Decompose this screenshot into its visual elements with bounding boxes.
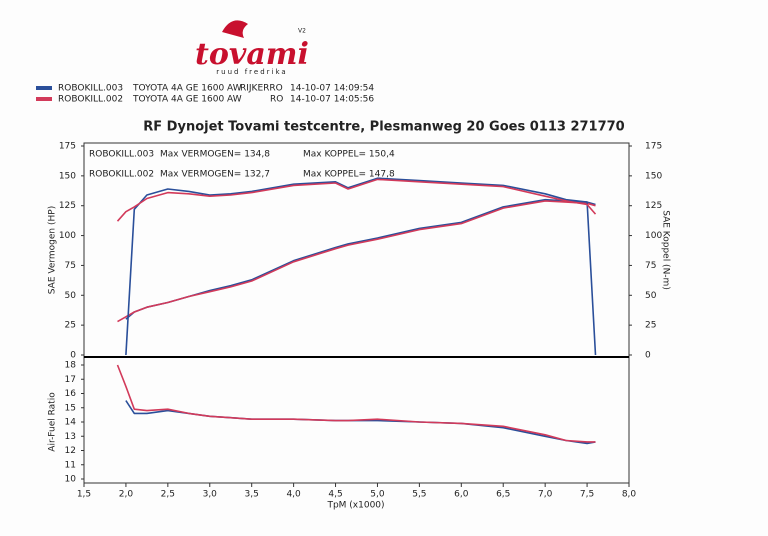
legend-date: 14-10-07 14:09:54 xyxy=(290,84,374,94)
annotation: Max KOPPEL= 147,8 xyxy=(303,170,395,180)
logo-rider xyxy=(222,20,248,38)
x-tick-label: 3,0 xyxy=(203,490,218,500)
logo-version: V2 xyxy=(298,28,306,35)
x-tick-label: 5,0 xyxy=(370,490,385,500)
x-tick-label: 4,5 xyxy=(328,490,342,500)
y-tick-label: 75 xyxy=(65,261,76,271)
y2-tick-label: 175 xyxy=(645,142,662,152)
series-line xyxy=(116,364,596,443)
legend-car: TOYOTA 4A GE 1600 AW xyxy=(132,84,242,94)
y-tick-label: 13 xyxy=(65,432,76,442)
y-tick-label: 0 xyxy=(70,351,76,361)
series-line xyxy=(116,178,597,222)
logo-sub: ruud fredrika xyxy=(216,68,287,76)
legend-car: TOYOTA 4A GE 1600 AW xyxy=(132,95,242,105)
x-tick-label: 2,0 xyxy=(119,490,134,500)
legend-driver: RO xyxy=(270,95,283,105)
series-line xyxy=(117,200,596,323)
y-tick-label: 25 xyxy=(65,321,76,331)
x-tick-label: 7,0 xyxy=(538,490,553,500)
x-tick-label: 8,0 xyxy=(622,490,637,500)
y-tick-label: 125 xyxy=(59,201,76,211)
y-tick-label: 15 xyxy=(65,403,76,413)
x-tick-label: 7,5 xyxy=(580,490,594,500)
legend-swatch xyxy=(36,97,52,101)
y2-tick-label: 150 xyxy=(645,171,662,181)
legend-date: 14-10-07 14:05:56 xyxy=(290,95,374,105)
y-tick-label: 11 xyxy=(65,460,76,470)
y-tick-label: 12 xyxy=(65,446,76,456)
annotation: Max KOPPEL= 150,4 xyxy=(303,150,395,160)
chart-title: RF Dynojet Tovami testcentre, Plesmanweg… xyxy=(143,120,624,135)
annotation: ROBOKILL.003 xyxy=(89,150,154,160)
legend-swatch xyxy=(36,86,52,90)
x-tick-label: 5,5 xyxy=(412,490,426,500)
y-tick-label: 14 xyxy=(65,418,77,428)
x-tick-label: 1,5 xyxy=(77,490,91,500)
y2-tick-label: 25 xyxy=(645,321,656,331)
y-tick-label: 17 xyxy=(65,375,76,385)
annotation: Max VERMOGEN= 134,8 xyxy=(160,150,270,160)
y2-tick-label: 50 xyxy=(645,291,657,301)
x-axis-label: TpM (x1000) xyxy=(326,501,384,511)
legend-name: ROBOKILL.003 xyxy=(58,84,123,94)
x-tick-label: 2,5 xyxy=(161,490,175,500)
x-tick-label: 6,0 xyxy=(454,490,469,500)
y2-tick-label: 0 xyxy=(645,351,651,361)
y2-tick-label: 100 xyxy=(645,231,662,241)
y-tick-label: 18 xyxy=(65,361,77,371)
y2-tick-label: 125 xyxy=(645,201,662,211)
x-tick-label: 6,5 xyxy=(496,490,510,500)
y-axis-label: SAE Vermogen (HP) xyxy=(48,206,58,294)
y-tick-label: 50 xyxy=(65,291,77,301)
afr-axis-label: Air-Fuel Ratio xyxy=(48,392,58,452)
y-tick-label: 175 xyxy=(59,142,76,152)
y2-tick-label: 75 xyxy=(645,261,656,271)
y-tick-label: 10 xyxy=(65,475,77,485)
y2-axis-label: SAE Koppel (N-m) xyxy=(661,210,671,290)
annotation: ROBOKILL.002 xyxy=(89,170,154,180)
y-tick-label: 16 xyxy=(65,389,77,399)
series-line xyxy=(125,177,597,356)
annotation: Max VERMOGEN= 132,7 xyxy=(160,170,270,180)
x-tick-label: 3,5 xyxy=(245,490,259,500)
legend-name: ROBOKILL.002 xyxy=(58,95,123,105)
legend-driver: RIJKERRO xyxy=(240,84,283,94)
y-tick-label: 150 xyxy=(59,171,76,181)
logo-brand: tovami xyxy=(195,37,309,72)
x-tick-label: 4,0 xyxy=(286,490,301,500)
y-tick-label: 100 xyxy=(59,231,76,241)
